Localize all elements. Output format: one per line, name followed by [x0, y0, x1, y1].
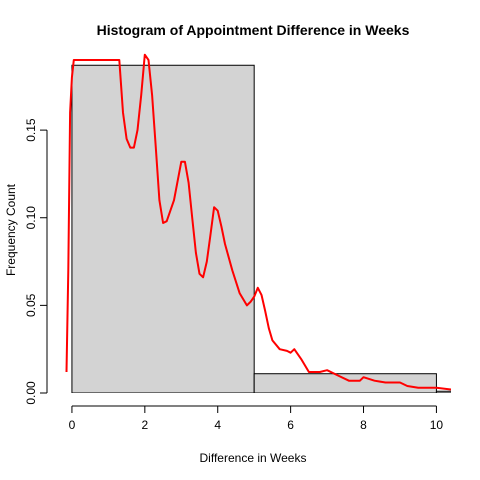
- density-curve: [65, 53, 451, 391]
- histogram-bar-2: [435, 390, 451, 393]
- x-tick-label: 0: [69, 418, 76, 432]
- y-tick-label: 0.00: [24, 381, 38, 405]
- y-tick-label: 0.15: [24, 118, 38, 142]
- y-tick-label: 0.05: [24, 293, 38, 317]
- density-layer: [65, 53, 451, 391]
- histogram-bar-1: [253, 373, 437, 393]
- x-axis-label: Difference in Weeks: [200, 451, 307, 465]
- x-tick-label: 10: [430, 418, 444, 432]
- y-axis: 0.00 0.05 0.10 0.15: [24, 118, 48, 405]
- x-tick-label: 8: [360, 418, 367, 432]
- histogram-bar-0: [71, 64, 255, 393]
- x-tick-label: 6: [287, 418, 294, 432]
- histogram-bars: [71, 64, 451, 393]
- chart-title: Histogram of Appointment Difference in W…: [97, 22, 410, 38]
- x-tick-label: 2: [141, 418, 148, 432]
- x-tick-label: 4: [214, 418, 221, 432]
- x-axis: 0 2 4 6 8 10: [69, 405, 444, 432]
- y-axis-label: Frequency Count: [4, 183, 18, 276]
- y-tick-label: 0.10: [24, 206, 38, 230]
